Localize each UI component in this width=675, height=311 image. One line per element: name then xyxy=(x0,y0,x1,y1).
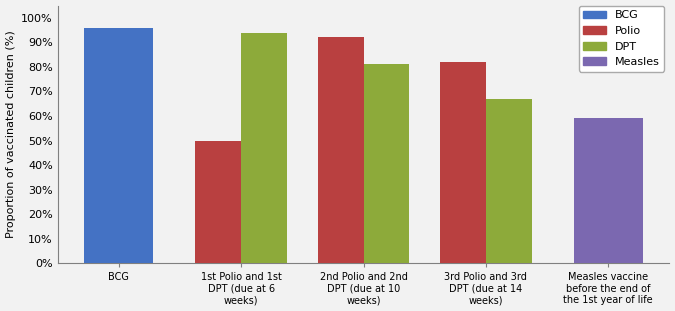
Bar xyxy=(318,37,364,263)
Bar xyxy=(574,118,643,263)
Bar xyxy=(241,33,287,263)
Bar xyxy=(440,62,486,263)
Bar xyxy=(364,64,410,263)
Legend: BCG, Polio, DPT, Measles: BCG, Polio, DPT, Measles xyxy=(579,6,664,72)
Bar xyxy=(195,141,241,263)
Bar xyxy=(486,99,532,263)
Bar xyxy=(84,28,153,263)
Y-axis label: Proportion of vaccinated children (%): Proportion of vaccinated children (%) xyxy=(5,30,16,238)
